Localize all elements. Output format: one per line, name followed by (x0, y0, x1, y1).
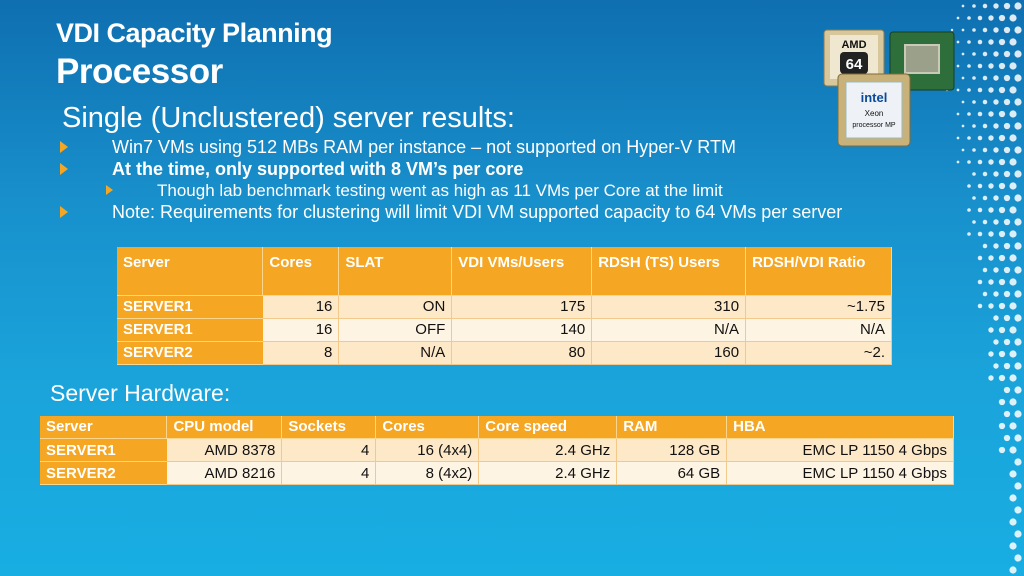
column-header: VDI VMs/Users (451, 247, 593, 296)
column-header: CPU model (166, 416, 283, 439)
bullet-arrow-icon (106, 185, 113, 195)
table-cell: 80 (451, 341, 593, 365)
bullet-text: Though lab benchmark testing went as hig… (157, 181, 723, 200)
intel-xeon-text: Xeon (865, 109, 884, 118)
amd64-badge-text: 64 (846, 56, 863, 73)
table-cell: 16 (262, 295, 340, 319)
table-cell: EMC LP 1150 4 Gbps (726, 461, 954, 485)
table-cell: N/A (338, 341, 453, 365)
table-cell: 4 (281, 461, 377, 485)
table-cell: 16 (262, 318, 340, 342)
slide-title: VDI Capacity Planning (56, 18, 333, 48)
table-row: SERVER2 AMD 8216 4 8 (4x2) 2.4 GHz 64 GB… (40, 461, 954, 485)
table-cell: ~2. (745, 341, 892, 365)
column-header: RAM (616, 416, 728, 439)
table-row: SERVER1 AMD 8378 4 16 (4x4) 2.4 GHz 128 … (40, 438, 954, 462)
hardware-table: Server CPU model Sockets Cores Core spee… (40, 416, 954, 485)
table-cell: 8 (4x2) (375, 461, 480, 485)
table-cell: 128 GB (616, 438, 728, 462)
table-row: SERVER2 8 N/A 80 160 ~2. (117, 341, 892, 365)
bullet-arrow-icon (60, 141, 68, 153)
bullet-item: Win7 VMs using 512 MBs RAM per instance … (60, 137, 736, 158)
bullet-text: At the time, only supported with 8 VM’s … (112, 159, 524, 179)
row-header: SERVER2 (117, 341, 263, 365)
column-header: SLAT (338, 247, 453, 296)
row-header: SERVER2 (40, 461, 167, 485)
table-cell: 2.4 GHz (478, 461, 618, 485)
column-header: Server (40, 416, 168, 439)
table-cell: 4 (281, 438, 377, 462)
table-cell: 16 (4x4) (375, 438, 480, 462)
bullet-arrow-icon (60, 206, 68, 218)
table-row: SERVER1 16 ON 175 310 ~1.75 (117, 295, 892, 319)
table-cell: 2.4 GHz (478, 438, 618, 462)
results-table: Server Cores SLAT VDI VMs/Users RDSH (TS… (117, 247, 892, 365)
table-cell: 160 (591, 341, 747, 365)
column-header: Core speed (478, 416, 618, 439)
intel-logo-text: intel (861, 90, 888, 105)
table-cell: 64 GB (616, 461, 728, 485)
slide-subtitle: Processor (56, 52, 223, 91)
row-header: SERVER1 (117, 295, 263, 319)
table-cell: N/A (591, 318, 747, 342)
amd-logo-text: AMD (841, 39, 866, 51)
table-cell: AMD 8378 (166, 438, 283, 462)
intel-processor-text: processor MP (852, 122, 896, 129)
column-header: Cores (262, 247, 340, 296)
row-header: SERVER1 (40, 438, 167, 462)
bullet-text: Win7 VMs using 512 MBs RAM per instance … (112, 137, 736, 157)
table-cell: EMC LP 1150 4 Gbps (726, 438, 954, 462)
hardware-heading: Server Hardware: (50, 380, 231, 406)
processor-chips-image: AMD 64 intel Xeon processor MP (823, 29, 955, 147)
table-cell: N/A (745, 318, 892, 342)
bullet-item: At the time, only supported with 8 VM’s … (60, 159, 524, 180)
bullet-arrow-icon (60, 163, 68, 175)
bullet-item: Note: Requirements for clustering will l… (60, 202, 843, 223)
table-row: SERVER1 16 OFF 140 N/A N/A (117, 318, 892, 342)
table-cell: ~1.75 (745, 295, 892, 319)
column-header: Cores (375, 416, 480, 439)
table-cell: 140 (451, 318, 593, 342)
bullet-text: Note: Requirements for clustering will l… (112, 202, 843, 222)
sub-bullet-item: Though lab benchmark testing went as hig… (106, 181, 723, 201)
column-header: RDSH (TS) Users (591, 247, 747, 296)
table-cell: 8 (262, 341, 340, 365)
table-cell: 310 (591, 295, 747, 319)
column-header: HBA (726, 416, 954, 439)
table-header-row: Server CPU model Sockets Cores Core spee… (40, 416, 954, 439)
column-header: Server (117, 247, 264, 296)
table-cell: ON (338, 295, 453, 319)
table-cell: AMD 8216 (166, 461, 283, 485)
column-header: Sockets (281, 416, 377, 439)
dot-pattern-decoration (945, 2, 1022, 574)
table-header-row: Server Cores SLAT VDI VMs/Users RDSH (TS… (117, 247, 892, 296)
row-header: SERVER1 (117, 318, 263, 342)
column-header: RDSH/VDI Ratio (745, 247, 892, 296)
section-heading: Single (Unclustered) server results: (62, 102, 515, 134)
table-cell: 175 (451, 295, 593, 319)
table-cell: OFF (338, 318, 453, 342)
